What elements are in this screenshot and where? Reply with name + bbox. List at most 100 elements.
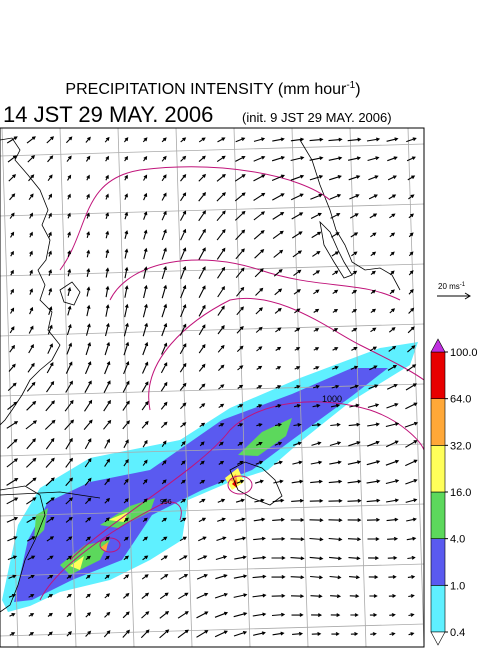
wind-arrow bbox=[311, 441, 322, 446]
wind-arrow bbox=[8, 574, 17, 579]
wind-arrow bbox=[290, 174, 305, 181]
wind-arrow bbox=[198, 247, 206, 260]
wind-arrow bbox=[66, 323, 72, 336]
wind-arrow bbox=[46, 380, 55, 393]
precip-area bbox=[238, 418, 292, 456]
wind-arrow bbox=[368, 175, 379, 181]
wind-arrow bbox=[83, 419, 93, 430]
wind-arrow bbox=[7, 536, 18, 542]
wind-arrow bbox=[178, 574, 189, 580]
wind-arrow bbox=[44, 419, 56, 430]
wind-arrow bbox=[86, 193, 90, 200]
wind-arrow bbox=[351, 251, 358, 257]
wind-arrow bbox=[332, 347, 339, 351]
wind-arrow bbox=[218, 423, 225, 427]
wind-arrow bbox=[235, 248, 245, 260]
wind-arrow bbox=[141, 574, 149, 580]
wind-arrow bbox=[347, 460, 362, 465]
wind-arrow bbox=[235, 229, 246, 241]
wind-arrow bbox=[309, 556, 324, 561]
wind-arrow bbox=[349, 575, 361, 580]
wind-arrow bbox=[217, 325, 225, 335]
wind-arrow bbox=[233, 574, 248, 579]
wind-arrow bbox=[179, 362, 187, 373]
wind-arrow bbox=[105, 212, 110, 219]
wind-arrow bbox=[104, 517, 110, 523]
wind-arrow bbox=[406, 517, 417, 522]
wind-arrow bbox=[349, 384, 360, 389]
wind-arrow bbox=[408, 632, 415, 636]
parallel bbox=[0, 143, 425, 157]
wind-arrow bbox=[66, 612, 72, 618]
wind-arrow bbox=[294, 347, 301, 351]
wind-arrow bbox=[253, 631, 266, 636]
wind-arrow bbox=[309, 499, 324, 503]
wind-arrow bbox=[214, 592, 228, 599]
wind-arrow bbox=[233, 630, 248, 637]
wind-arrow bbox=[235, 137, 246, 143]
wind-arrow bbox=[7, 401, 18, 411]
wind-arrow bbox=[387, 556, 398, 560]
wind-arrow bbox=[161, 498, 167, 504]
wind-arrow bbox=[386, 498, 400, 503]
wind-arrow bbox=[124, 174, 128, 181]
wind-arrow bbox=[47, 631, 53, 637]
colorbar-label: 4.0 bbox=[450, 534, 465, 546]
wind-arrow bbox=[123, 592, 130, 599]
colorbar-segment bbox=[430, 538, 446, 586]
wind-arrow bbox=[124, 193, 128, 200]
wind-arrow bbox=[67, 250, 72, 257]
wind-arrow bbox=[408, 594, 415, 598]
wind-arrow bbox=[388, 345, 397, 352]
wind-arrow bbox=[142, 517, 148, 523]
wind-arrow bbox=[160, 574, 169, 580]
wind-arrow bbox=[236, 286, 245, 297]
wind-arrow bbox=[389, 308, 396, 314]
wind-arrow bbox=[329, 460, 342, 465]
wind-arrow bbox=[349, 594, 360, 598]
wind-arrow bbox=[388, 327, 396, 333]
wind-arrow bbox=[290, 518, 305, 522]
wind-arrow bbox=[216, 247, 226, 260]
precipitation bbox=[2, 342, 418, 612]
wind-arrow bbox=[367, 403, 380, 408]
wind-arrow bbox=[218, 403, 225, 409]
wind-arrow bbox=[218, 384, 225, 390]
wind-arrow bbox=[366, 137, 381, 142]
wind-arrow bbox=[367, 422, 380, 427]
wind-arrow bbox=[330, 403, 341, 408]
wind-arrow bbox=[254, 498, 265, 503]
wind-arrow bbox=[86, 286, 91, 297]
wind-arrow bbox=[367, 440, 380, 447]
coastline bbox=[0, 485, 46, 613]
wind-arrow bbox=[105, 285, 110, 298]
wind-arrow bbox=[198, 228, 206, 241]
wind-arrow bbox=[290, 594, 305, 598]
wind-arrow bbox=[122, 629, 130, 638]
wind-arrow bbox=[312, 250, 321, 257]
wind-arrow bbox=[143, 155, 148, 162]
wind-arrow bbox=[66, 342, 73, 355]
wind-arrow bbox=[29, 231, 33, 238]
wind-arrow bbox=[370, 232, 377, 238]
meridian bbox=[349, 127, 367, 648]
wind-arrow bbox=[27, 555, 36, 561]
wind-arrow bbox=[348, 175, 361, 181]
wind-arrow bbox=[237, 461, 244, 465]
wind-arrow bbox=[64, 419, 75, 431]
wind-arrow bbox=[273, 269, 283, 277]
wind-arrow bbox=[105, 193, 109, 200]
wind-arrow bbox=[235, 267, 245, 279]
wind-arrow bbox=[272, 211, 285, 220]
title-sup: -1 bbox=[346, 80, 355, 91]
wind-arrow bbox=[122, 380, 130, 393]
wind-arrow bbox=[67, 193, 71, 200]
colorbar-over bbox=[430, 338, 446, 353]
wind-arrow bbox=[142, 536, 149, 542]
wind-arrow bbox=[388, 575, 397, 579]
wind-arrow bbox=[177, 611, 189, 619]
wind-arrow bbox=[271, 556, 286, 560]
wind-arrow bbox=[180, 192, 187, 202]
wind-arrow bbox=[141, 592, 150, 600]
wind-arrow bbox=[234, 555, 247, 560]
